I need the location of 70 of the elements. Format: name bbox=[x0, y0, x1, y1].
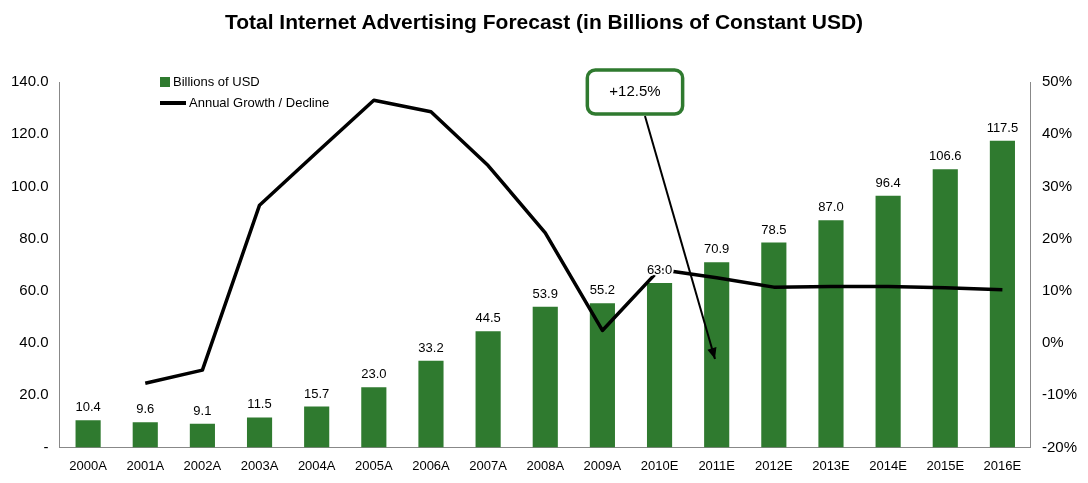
bar bbox=[246, 417, 273, 448]
y2-tick-label: 40% bbox=[1041, 124, 1073, 142]
y2-tick-label: 0% bbox=[1041, 333, 1064, 351]
bar bbox=[132, 422, 158, 448]
y2-tick-label: 20% bbox=[1041, 228, 1073, 246]
y-tick-label: 60.0 bbox=[19, 280, 49, 298]
data-label: 70.9 bbox=[704, 241, 730, 257]
y-tick-label: 80.0 bbox=[19, 228, 49, 246]
bar bbox=[361, 387, 387, 448]
data-label: 78.5 bbox=[761, 221, 787, 237]
data-label: 33.2 bbox=[418, 339, 444, 355]
bar bbox=[818, 220, 844, 448]
data-label: 9.1 bbox=[193, 402, 212, 418]
data-label: 15.7 bbox=[304, 385, 330, 401]
bar bbox=[932, 169, 958, 448]
x-tick-label: 2004A bbox=[297, 457, 336, 473]
legend-label: Billions of USD bbox=[173, 74, 260, 89]
x-tick-label: 2013E bbox=[812, 457, 851, 473]
legend-label: Annual Growth / Decline bbox=[189, 95, 330, 110]
y-tick-label: 140.0 bbox=[10, 72, 49, 90]
annotation: +12.5% bbox=[609, 82, 661, 100]
x-tick-label: 2012E bbox=[755, 457, 793, 473]
data-label: 44.5 bbox=[475, 310, 501, 326]
y-tick-label: 100.0 bbox=[10, 176, 49, 194]
y2-tick-label: 30% bbox=[1041, 176, 1073, 194]
bar bbox=[989, 140, 1015, 448]
x-tick-label: 2000A bbox=[69, 457, 108, 473]
x-tick-label: 2010E bbox=[640, 457, 679, 473]
x-tick-label: 2008A bbox=[526, 457, 565, 473]
y2-tick-label: -20% bbox=[1041, 437, 1078, 455]
data-label: 9.6 bbox=[136, 401, 155, 417]
bar bbox=[532, 306, 558, 448]
y-tick-label: 120.0 bbox=[10, 124, 49, 142]
bar bbox=[646, 282, 673, 448]
x-tick-label: 2016E bbox=[983, 457, 1022, 473]
bar bbox=[304, 406, 330, 448]
x-tick-label: 2001A bbox=[126, 457, 165, 473]
bar bbox=[75, 420, 101, 448]
bar bbox=[589, 303, 615, 448]
bar bbox=[189, 423, 215, 448]
bar bbox=[875, 195, 901, 448]
data-label: 11.5 bbox=[247, 396, 272, 412]
y-tick-label: 20.0 bbox=[19, 385, 49, 403]
x-tick-label: 2007A bbox=[469, 457, 508, 473]
x-tick-label: 2002A bbox=[183, 457, 222, 473]
bar bbox=[418, 360, 444, 448]
x-tick-label: 2006A bbox=[412, 457, 451, 473]
y-tick-label: - bbox=[43, 437, 49, 455]
x-tick-label: 2011E bbox=[698, 457, 736, 473]
data-label: 10.4 bbox=[75, 399, 101, 415]
x-tick-label: 2005A bbox=[355, 457, 393, 473]
data-label: 23.0 bbox=[361, 366, 387, 382]
x-tick-label: 2003A bbox=[240, 457, 279, 473]
bar bbox=[761, 242, 787, 448]
data-label: 106.6 bbox=[928, 148, 962, 164]
data-label: 96.4 bbox=[875, 174, 901, 190]
y2-tick-label: 50% bbox=[1041, 72, 1073, 90]
bar bbox=[475, 331, 501, 448]
y2-tick-label: 10% bbox=[1041, 280, 1073, 298]
x-tick-label: 2015E bbox=[926, 457, 965, 473]
x-tick-label: 2014E bbox=[869, 457, 908, 473]
y2-tick-label: -10% bbox=[1041, 385, 1078, 403]
bar bbox=[704, 262, 730, 448]
x-tick-label: 2009A bbox=[583, 457, 622, 473]
y-tick-label: 40.0 bbox=[19, 333, 49, 351]
chart-title: Total Internet Advertising Forecast (in Billions of Constant USD) bbox=[223, 10, 865, 34]
data-label: 87.0 bbox=[818, 199, 844, 215]
data-label: 55.2 bbox=[589, 282, 616, 298]
data-label: 53.9 bbox=[532, 285, 558, 301]
data-label: 117.5 bbox=[986, 119, 1019, 135]
